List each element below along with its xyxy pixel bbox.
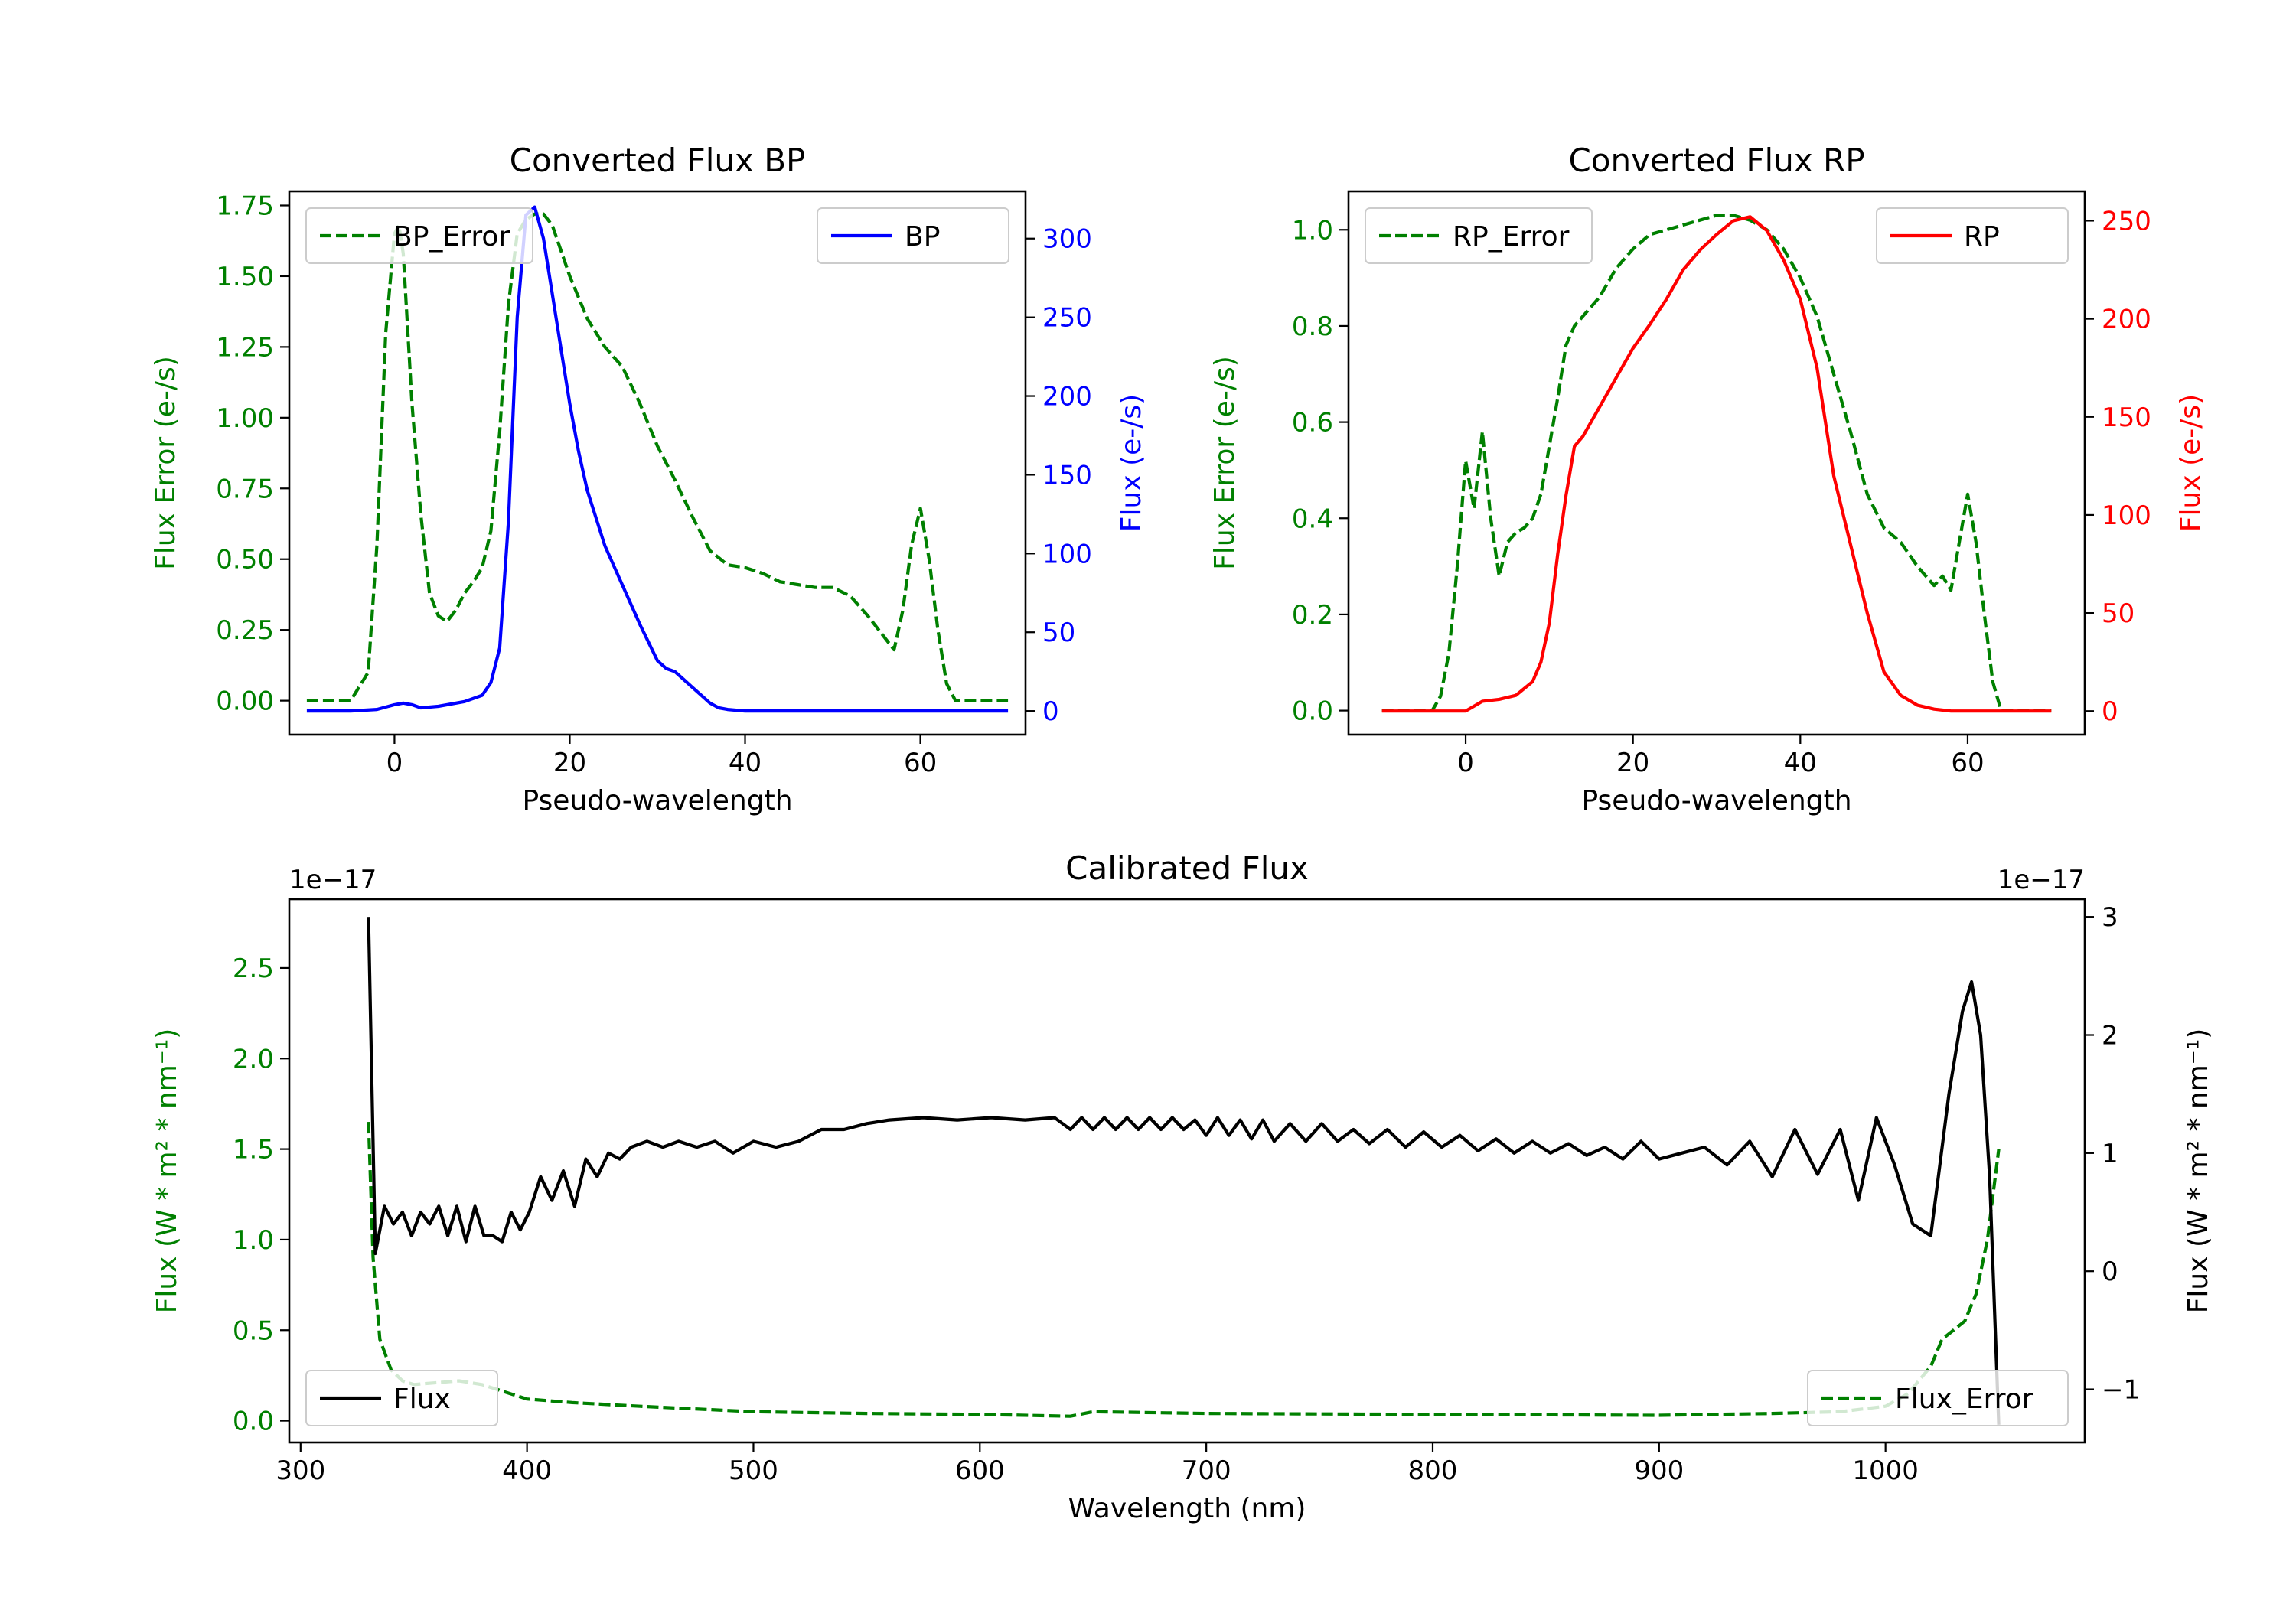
y-left-tick-label: 2.5 (233, 953, 274, 984)
chart-title: Calibrated Flux (1065, 849, 1309, 887)
legend-box (817, 207, 1009, 264)
y-left-tick-label: 1.5 (233, 1135, 274, 1165)
x-tick-label: 600 (955, 1455, 1005, 1486)
legend-label: BP (905, 221, 940, 253)
legend-box (305, 1370, 498, 1426)
y-right-tick-label: 2 (2102, 1021, 2118, 1051)
legend-error: RP_Error (1365, 207, 1593, 264)
y-left-tick-label: 0.4 (1292, 504, 1333, 534)
y-right-tick-label: 100 (2102, 500, 2151, 531)
x-tick-label: 20 (1616, 748, 1649, 778)
y-right-offset-label: 1e−17 (1998, 865, 2085, 895)
x-tick-label: 300 (276, 1455, 325, 1486)
y-right-tick-label: 150 (1042, 460, 1092, 491)
y-left-axis-label: Flux Error (e-/s) (150, 356, 181, 570)
x-tick-label: 700 (1182, 1455, 1231, 1486)
y-left-tick-label: 2.0 (233, 1044, 274, 1074)
y-right-tick-label: 1 (2102, 1139, 2118, 1169)
y-left-tick-label: 0.0 (1292, 696, 1333, 727)
x-tick-label: 900 (1634, 1455, 1684, 1486)
series-rp-error (1381, 214, 2052, 712)
y-right-tick-label: 250 (1042, 303, 1092, 334)
chart-panel-1: Converted Flux BP 0 20 40 60 0.00 0.25 0.50 0.75… (150, 142, 1147, 817)
legend-error: BP_Error (305, 207, 533, 264)
y-right-axis-label: Flux (e-/s) (1116, 394, 1147, 532)
legend-label: RP (1964, 221, 2000, 253)
y-left-tick-label: 1.25 (216, 332, 274, 363)
y-right-tick-label: 100 (1042, 539, 1092, 569)
y-right-tick-label: 250 (2102, 206, 2151, 236)
y-right-tick-label: 150 (2102, 403, 2151, 433)
legend-box (1876, 207, 2069, 264)
y-left-tick-label: 1.75 (216, 191, 274, 221)
chart-title: Converted Flux RP (1568, 142, 1864, 179)
legend-label: BP_Error (393, 221, 510, 253)
y-left-offset-label: 1e−17 (289, 865, 377, 895)
y-right-axis-label: Flux (e-/s) (2175, 394, 2206, 532)
y-right-tick-label: 0 (2102, 1257, 2118, 1287)
y-left-axis-label: Flux Error (e-/s) (1209, 356, 1241, 570)
y-left-tick-label: 0.00 (216, 686, 274, 717)
x-tick-label: 0 (1457, 748, 1474, 778)
x-tick-label: 1000 (1852, 1455, 1919, 1486)
y-right-tick-label: 0 (1042, 696, 1059, 727)
y-right-tick-label: 3 (2102, 902, 2118, 933)
y-left-tick-label: 0.6 (1292, 408, 1333, 438)
y-right-axis-label: Flux (W * m² * nm⁻¹) (2183, 1028, 2214, 1314)
series-flux (367, 917, 2001, 1425)
legend-label: Flux_Error (1895, 1384, 2033, 1415)
x-tick-label: 40 (729, 748, 762, 778)
chart-panel-2: Converted Flux RP 0 20 40 60 0.0 0.2 0.4 0.6 0.8 1… (1209, 142, 2206, 817)
y-left-tick-label: 1.0 (1292, 215, 1333, 246)
y-right-tick-label: 200 (1042, 382, 1092, 412)
y-right-tick-label: 50 (1042, 618, 1075, 648)
legend-error: Flux_Error (1807, 1370, 2069, 1426)
legend-label: RP_Error (1453, 221, 1570, 253)
x-tick-label: 0 (386, 748, 403, 778)
series-bp (306, 205, 1009, 713)
legend-label: Flux (393, 1384, 451, 1415)
y-left-tick-label: 0.25 (216, 615, 274, 646)
series-rp (1381, 215, 2052, 713)
y-left-tick-label: 0.50 (216, 545, 274, 575)
y-right-tick-label: 0 (2102, 696, 2118, 727)
y-left-tick-label: 0.0 (233, 1407, 274, 1437)
x-tick-label: 60 (904, 748, 937, 778)
x-tick-label: 400 (502, 1455, 552, 1486)
y-left-tick-label: 0.8 (1292, 311, 1333, 342)
y-left-tick-label: 1.00 (216, 403, 274, 434)
y-left-tick-label: 1.50 (216, 262, 274, 292)
x-axis-label: Wavelength (nm) (1068, 1493, 1306, 1524)
series-bp-error (306, 212, 1009, 702)
plot-frame (288, 898, 2086, 1444)
legend-box (305, 207, 533, 264)
legend-box (1807, 1370, 2069, 1426)
plot-frame (288, 190, 1027, 736)
legend-flux: RP (1876, 207, 2069, 264)
y-right-tick-label: −1 (2102, 1375, 2140, 1406)
y-left-tick-label: 1.0 (233, 1225, 274, 1256)
x-tick-label: 60 (1951, 748, 1984, 778)
legend-flux: Flux (305, 1370, 498, 1426)
x-axis-label: Pseudo-wavelength (522, 785, 792, 817)
chart-title: Converted Flux BP (510, 142, 806, 179)
y-left-tick-label: 0.2 (1292, 600, 1333, 631)
y-right-tick-label: 300 (1042, 224, 1092, 255)
y-left-tick-label: 0.75 (216, 474, 274, 504)
plot-frame (1347, 190, 2086, 736)
y-left-axis-label: Flux (W * m² * nm⁻¹) (152, 1028, 183, 1314)
chart-panel-3: Calibrated Flux 300 400 500 600 700 800 900 1000… (152, 849, 2214, 1524)
x-axis-label: Pseudo-wavelength (1581, 785, 1851, 817)
x-tick-label: 20 (553, 748, 586, 778)
legend-flux: BP (817, 207, 1009, 264)
x-tick-label: 40 (1784, 748, 1817, 778)
y-right-tick-label: 50 (2102, 598, 2135, 629)
x-tick-label: 500 (729, 1455, 778, 1486)
x-tick-label: 800 (1408, 1455, 1458, 1486)
legend-box (1365, 207, 1593, 264)
y-left-tick-label: 0.5 (233, 1315, 274, 1346)
y-right-tick-label: 200 (2102, 305, 2151, 335)
series-flux-error (367, 1122, 2001, 1418)
